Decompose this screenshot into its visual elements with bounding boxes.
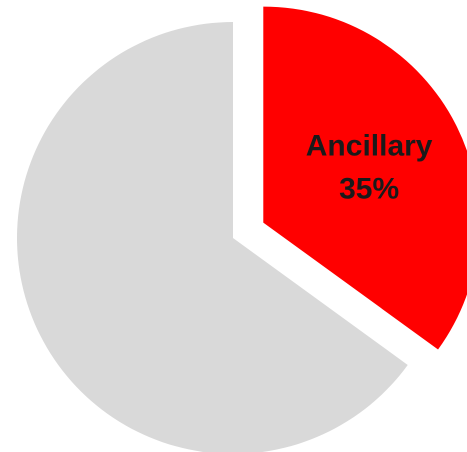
- slice-label: Ancillary: [306, 130, 433, 163]
- pie-slice: [17, 22, 408, 452]
- pie-slice: [263, 6, 467, 350]
- slice-value-label: 35%: [339, 173, 399, 206]
